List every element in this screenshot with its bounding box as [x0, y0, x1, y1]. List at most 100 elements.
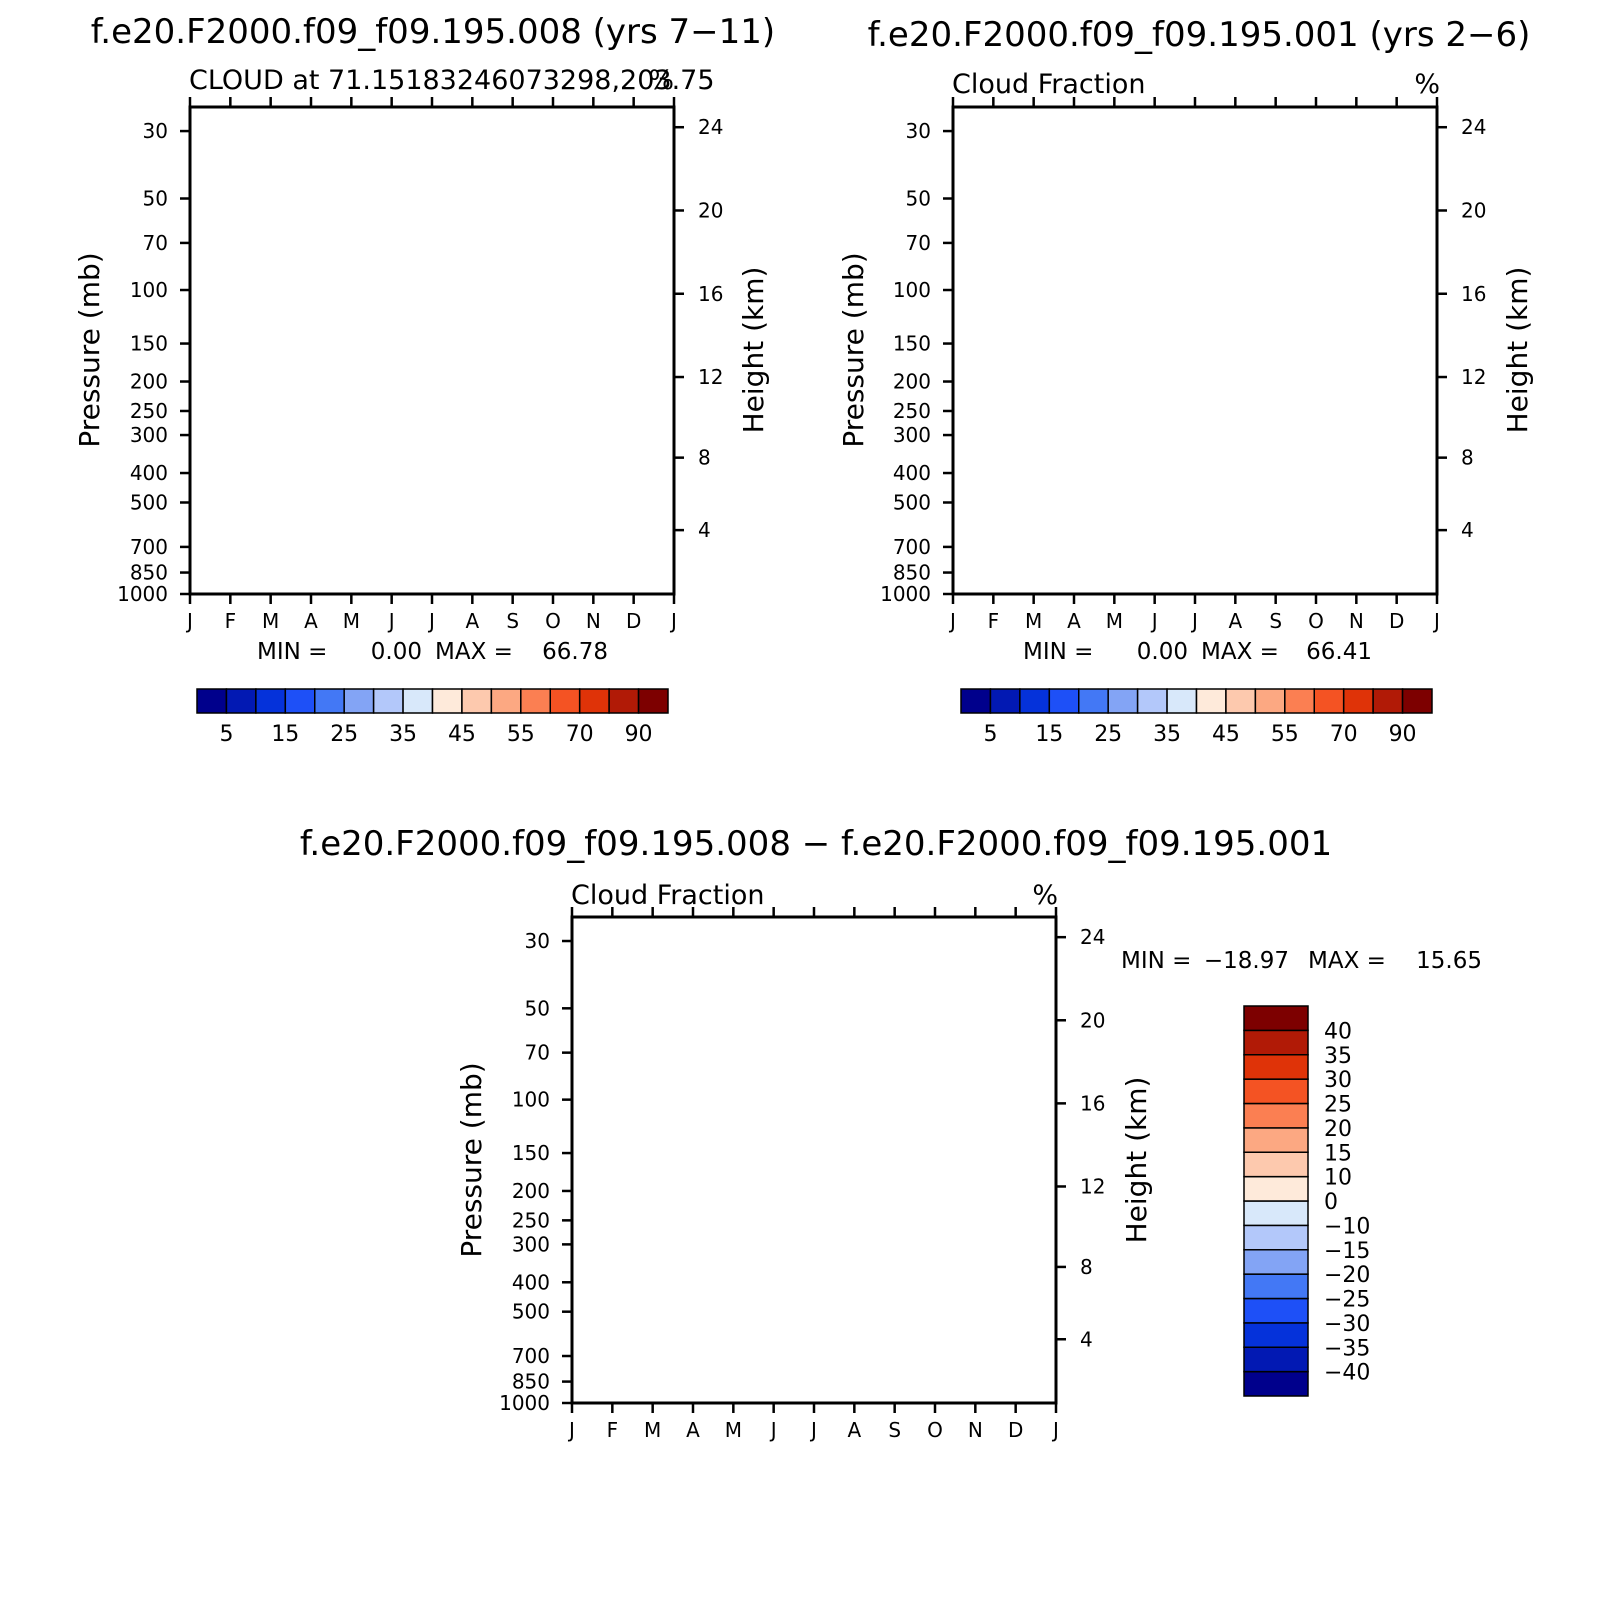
colorbar-label: 90 — [1389, 722, 1417, 747]
y-tick-label: 300 — [512, 1232, 550, 1256]
y-tick-label: 150 — [130, 332, 168, 356]
colorbar-label: 45 — [1212, 722, 1240, 747]
panel-units-label: % — [1032, 880, 1058, 911]
y-tick-label: 300 — [893, 423, 931, 447]
y-right-tick-label: 8 — [698, 446, 711, 470]
contour-region — [572, 0, 1056, 897]
x-tick-label: S — [1269, 609, 1282, 633]
colorbar-label: −10 — [1324, 1214, 1370, 1239]
contour-region — [572, 0, 653, 897]
y-tick-label: 200 — [130, 370, 168, 394]
contour-fill — [572, 0, 1056, 897]
y-tick-label: 70 — [143, 231, 168, 255]
y-tick-label: 50 — [525, 996, 550, 1020]
min-label: MIN = — [1121, 948, 1191, 974]
y-tick-label: 100 — [512, 1088, 550, 1112]
x-tick-label: J — [427, 609, 435, 633]
x-tick-label: J — [809, 1418, 817, 1442]
colorbar-swatch — [1243, 1102, 1309, 1129]
y-tick-label: 50 — [906, 187, 931, 211]
y-right-tick-label: 12 — [1080, 1174, 1105, 1198]
colorbar-label: 15 — [271, 722, 299, 747]
max-label: MAX = — [435, 639, 513, 665]
x-tick-label: D — [1008, 1418, 1023, 1442]
min-value: 0.00 — [371, 639, 422, 665]
colorbar-swatch — [1136, 688, 1168, 714]
y-right-tick-label: 4 — [1080, 1327, 1093, 1351]
y-tick-label: 200 — [893, 370, 931, 394]
x-tick-label: M — [725, 1418, 742, 1442]
colorbar-swatch — [196, 688, 228, 714]
y-axis-right-label: Height (km) — [1501, 267, 1534, 434]
y-right-tick-label: 16 — [698, 282, 723, 306]
colorbar-label: 25 — [330, 722, 358, 747]
colorbar-label: 15 — [1324, 1141, 1352, 1166]
x-tick-label: D — [626, 609, 641, 633]
y-tick-label: 250 — [893, 399, 931, 423]
y-tick-label: 500 — [893, 490, 931, 514]
colorbar-label: 0 — [1324, 1190, 1338, 1215]
colorbar-swatch — [225, 688, 257, 714]
x-tick-label: J — [567, 1418, 575, 1442]
x-tick-label: N — [1349, 609, 1364, 633]
y-axis-label: Pressure (mb) — [837, 252, 870, 447]
colorbar-swatch — [431, 688, 463, 714]
x-tick-label: J — [1190, 609, 1198, 633]
colorbar-swatch — [1195, 688, 1227, 714]
colorbar-swatch — [1107, 688, 1139, 714]
colorbar-label: 25 — [1324, 1093, 1352, 1118]
y-tick-label: 700 — [130, 535, 168, 559]
colorbar-label: −15 — [1324, 1239, 1370, 1264]
colorbar-swatch — [1313, 688, 1345, 714]
colorbar-swatch — [1254, 688, 1286, 714]
colorbar-swatch — [255, 688, 287, 714]
y-tick-label: 1000 — [880, 582, 931, 606]
x-tick-label: S — [888, 1418, 901, 1442]
colorbar-label: 25 — [1094, 722, 1122, 747]
y-right-tick-label: 16 — [1461, 282, 1486, 306]
y-tick-label: 1000 — [499, 1391, 550, 1415]
x-tick-label: A — [304, 609, 318, 633]
colorbar-label: 5 — [983, 722, 997, 747]
colorbar-label: −35 — [1324, 1336, 1370, 1361]
y-tick-label: 150 — [893, 332, 931, 356]
y-tick-label: 300 — [130, 423, 168, 447]
y-tick-label: 50 — [143, 187, 168, 211]
y-tick-label: 100 — [130, 278, 168, 302]
colorbar-label: 90 — [625, 722, 653, 747]
min-value: −18.97 — [1204, 948, 1289, 974]
y-tick-label: 400 — [893, 461, 931, 485]
y-tick-label: 70 — [906, 231, 931, 255]
colorbar-swatch — [1019, 688, 1051, 714]
colorbar-swatch — [1243, 1297, 1309, 1324]
colorbar-swatch — [1243, 1249, 1309, 1275]
colorbar-label: 5 — [219, 722, 233, 747]
y-tick-label: 70 — [525, 1041, 550, 1065]
colorbar-label: 55 — [507, 722, 535, 747]
x-tick-label: M — [1025, 609, 1042, 633]
colorbar-swatch — [372, 688, 404, 714]
colorbar-label: 55 — [1271, 722, 1299, 747]
colorbar-swatch — [960, 688, 992, 714]
x-tick-label: J — [387, 609, 395, 633]
x-tick-label: A — [686, 1418, 700, 1442]
max-value: 66.78 — [542, 639, 608, 665]
y-right-tick-label: 20 — [1080, 1008, 1105, 1032]
contour-plot — [572, 0, 1056, 897]
colorbar-swatch — [1243, 1370, 1309, 1397]
colorbar-label: 30 — [1324, 1068, 1352, 1093]
colorbar-swatch — [1243, 1127, 1309, 1153]
colorbar-swatch — [314, 688, 345, 714]
colorbar-swatch — [490, 688, 522, 714]
panel-run-001: f.e20.F2000.f09_f09.195.001 (yrs 2−6) Cl… — [837, 15, 1534, 747]
colorbar-label: 35 — [1153, 722, 1181, 747]
x-tick-label: F — [225, 609, 237, 633]
colorbar-swatch — [1243, 1224, 1309, 1251]
colorbar-swatch — [1243, 1346, 1309, 1373]
x-tick-label: O — [1308, 609, 1324, 633]
max-label: MAX = — [1308, 948, 1386, 974]
colorbar-label: 40 — [1324, 1019, 1352, 1044]
